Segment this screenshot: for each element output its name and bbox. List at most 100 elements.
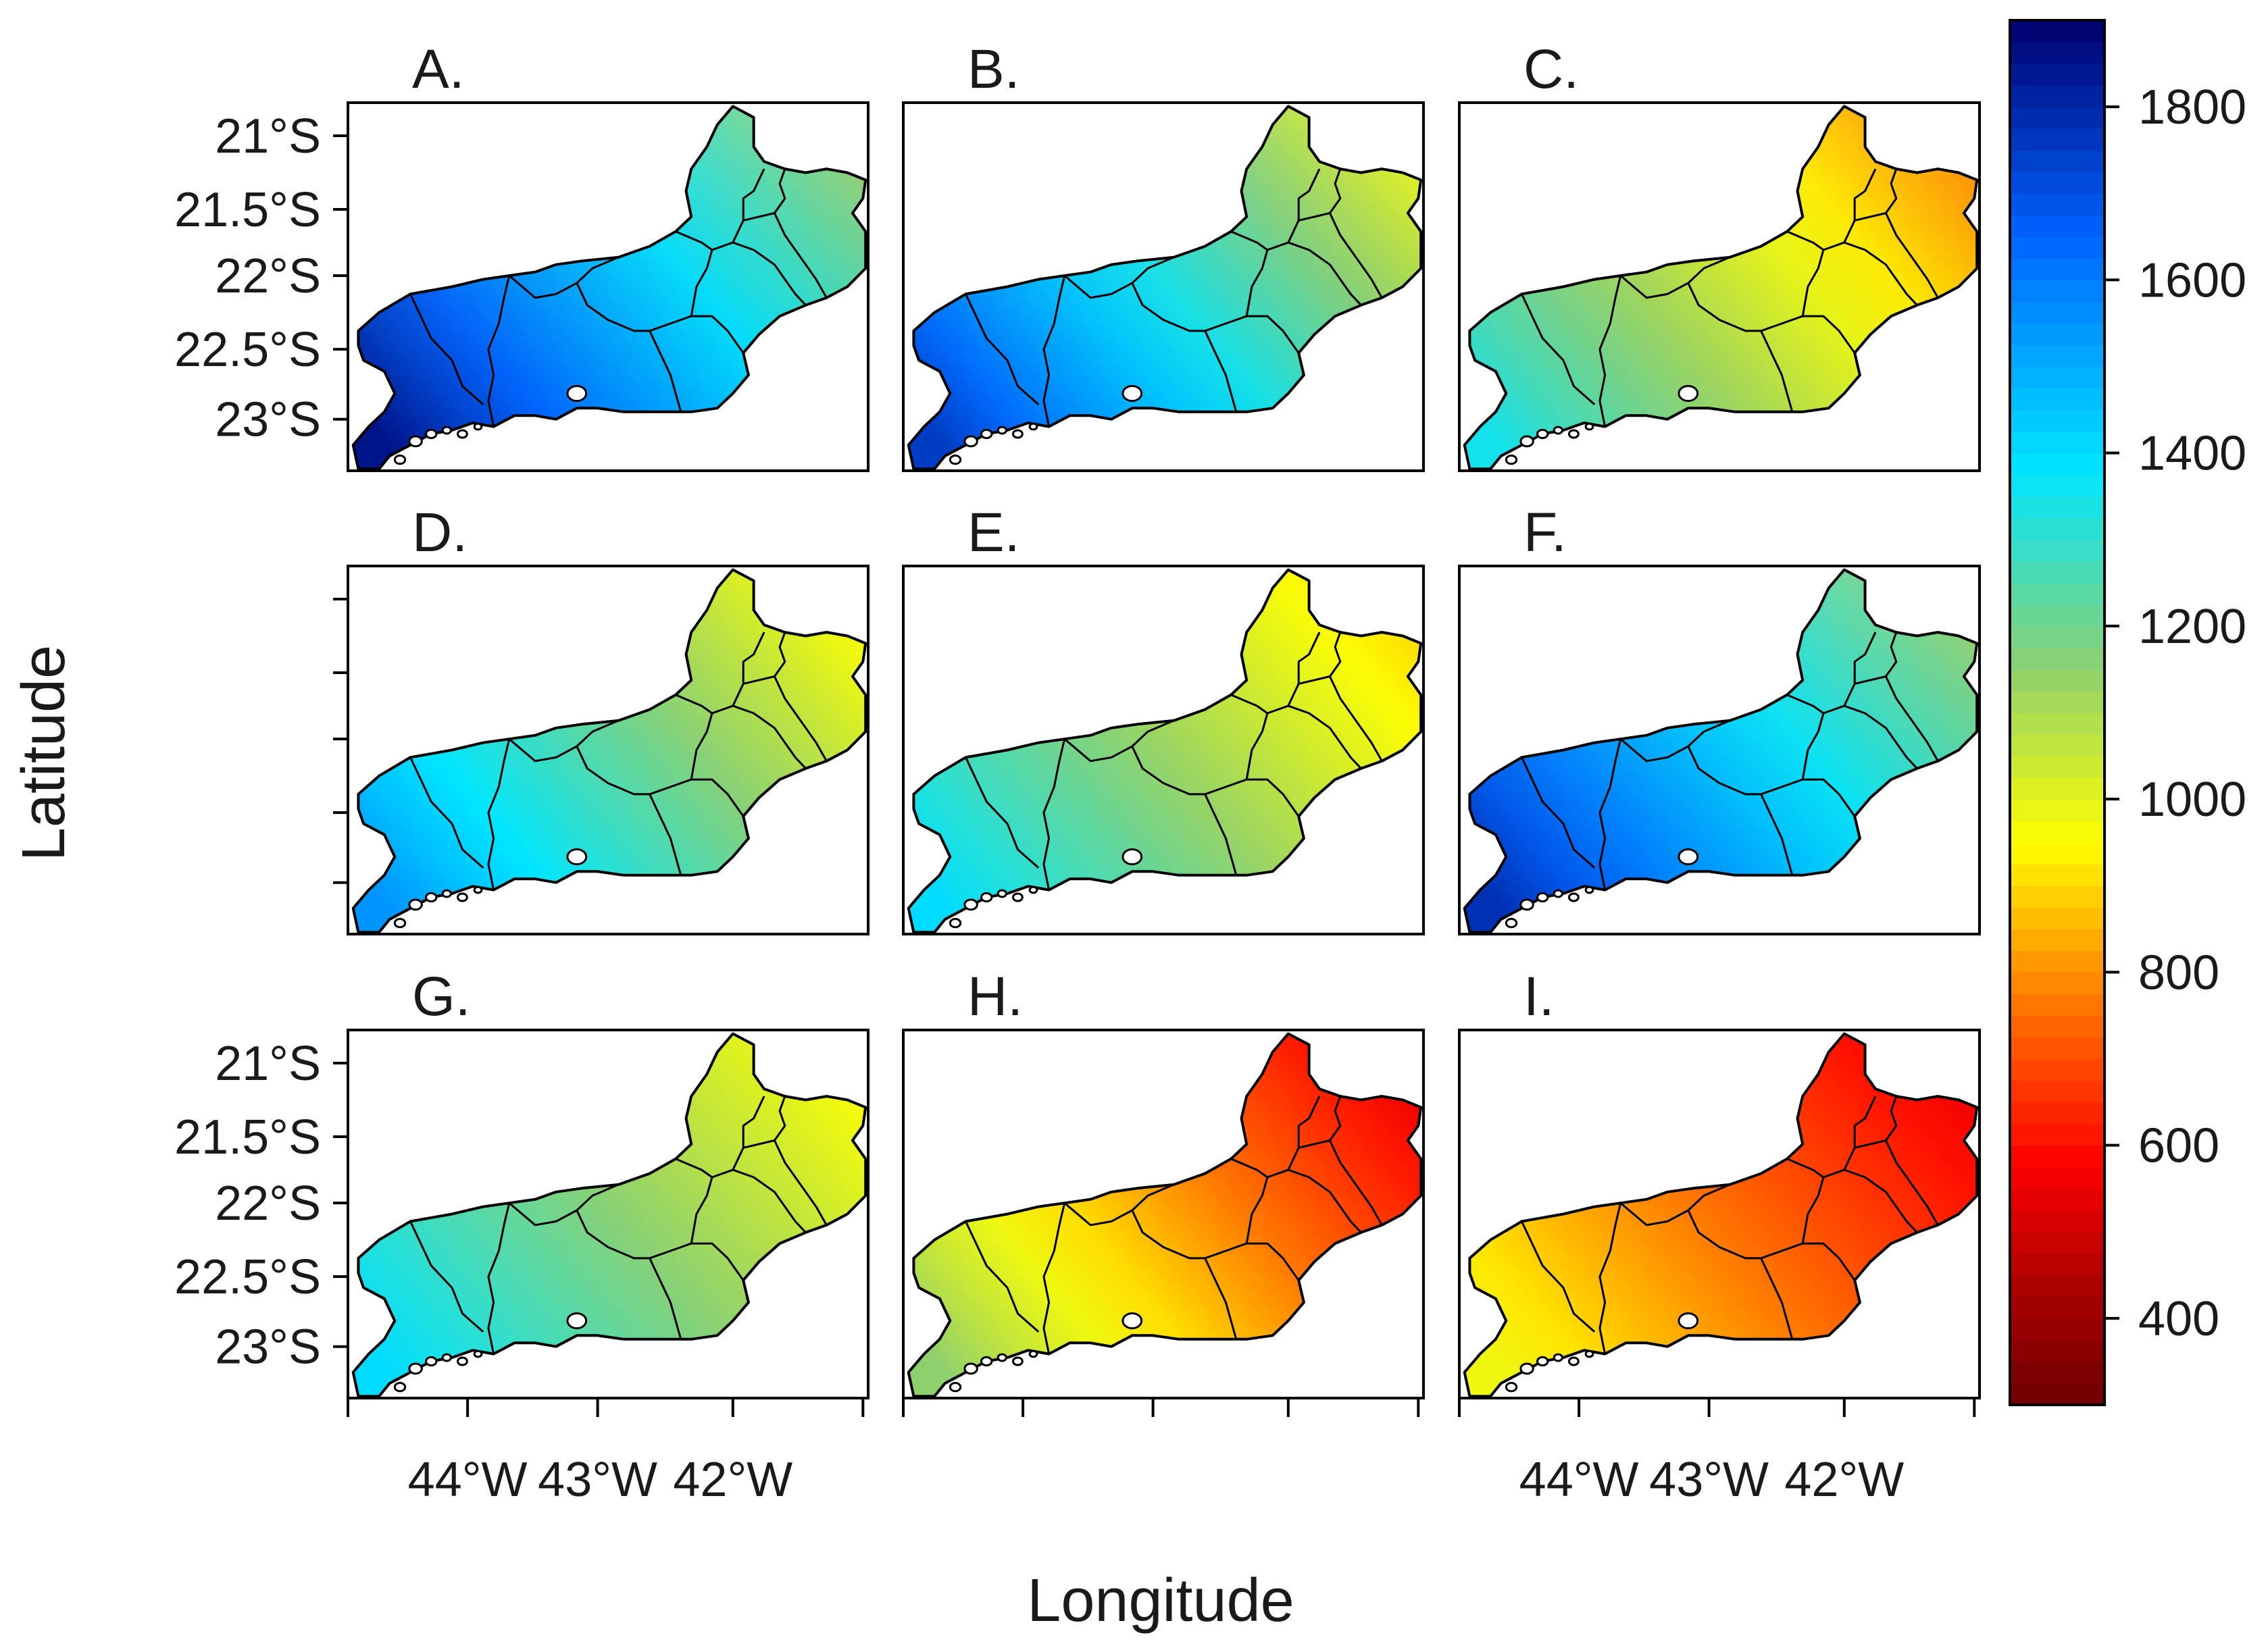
colorbar-band xyxy=(2010,1188,2105,1211)
region-border xyxy=(1308,249,1362,306)
island-mark xyxy=(1028,885,1038,894)
panel-frame xyxy=(1458,1029,1981,1399)
region-border xyxy=(409,756,484,869)
region-border xyxy=(690,1168,755,1244)
colorbar-band xyxy=(2010,799,2105,821)
region-border xyxy=(1687,746,1794,876)
island-mark xyxy=(1519,1362,1534,1375)
region-border xyxy=(1042,1202,1066,1354)
island-mark xyxy=(425,892,438,903)
colorbar-band xyxy=(2010,994,2105,1016)
panel-frame xyxy=(1458,565,1981,935)
lon-tick-label: 44°W xyxy=(1519,1453,1639,1507)
colorbar-band xyxy=(2010,907,2105,930)
island-mark xyxy=(1678,848,1699,866)
colorbar-band xyxy=(2010,63,2105,86)
island-mark xyxy=(408,435,423,448)
colorbar-band xyxy=(2010,258,2105,281)
region-border xyxy=(1063,256,1174,299)
region-border xyxy=(1854,632,1898,685)
panel-label: G. xyxy=(412,966,471,1027)
region-border xyxy=(1761,778,1856,817)
colorbar-band xyxy=(2010,821,2105,843)
colorbar-band xyxy=(2010,1102,2105,1125)
island-mark xyxy=(1519,435,1534,448)
map-panel: B. xyxy=(902,38,1425,472)
colorbar-band xyxy=(2010,85,2105,107)
colorbar-band xyxy=(2010,107,2105,129)
colorbar-band xyxy=(2010,885,2105,908)
island-mark xyxy=(1584,885,1594,894)
region-border xyxy=(1619,1183,1730,1227)
island-mark xyxy=(1536,1356,1549,1367)
island-mark xyxy=(473,1349,483,1358)
colorbar-band xyxy=(2010,842,2105,865)
map-panel: A. 21°S 21.5°S 22°S 22.5°S 23°S xyxy=(174,38,870,472)
region-border xyxy=(1308,1176,1362,1233)
lat-tick-label: 22.5°S xyxy=(174,1250,321,1304)
colorbar-band xyxy=(2010,690,2105,713)
region-border xyxy=(1245,1168,1310,1244)
region-border xyxy=(1761,1242,1856,1281)
colorbar-band xyxy=(2010,669,2105,692)
region-border xyxy=(487,1202,511,1354)
panel-label: B. xyxy=(967,38,1019,100)
region-border xyxy=(508,256,619,299)
region-border xyxy=(409,293,484,406)
island-mark xyxy=(441,426,452,435)
region-border xyxy=(742,1096,786,1149)
region-border xyxy=(1329,675,1383,762)
colorbar-band xyxy=(2010,409,2105,432)
lat-tick-label: 21.5°S xyxy=(174,183,321,237)
region-border xyxy=(965,1220,1040,1333)
colorbar-band xyxy=(2010,625,2105,648)
panel-frame xyxy=(347,1029,870,1399)
colorbar-band xyxy=(2010,301,2105,324)
lat-tick-label: 23°S xyxy=(215,393,321,447)
colorbar-band xyxy=(2010,517,2105,540)
colorbar-band xyxy=(2010,1058,2105,1081)
region-border xyxy=(1786,694,1824,715)
island-mark xyxy=(456,429,468,439)
colorbar-band xyxy=(2010,1339,2105,1362)
island-mark xyxy=(980,428,993,440)
colorbar-band xyxy=(2010,1145,2105,1168)
region-border xyxy=(1854,168,1898,222)
region-border xyxy=(1864,712,1918,769)
region-border xyxy=(1687,282,1794,413)
region-border xyxy=(753,712,807,769)
colorbar-tick-label: 600 xyxy=(2138,1119,2219,1173)
region-border xyxy=(732,632,765,706)
colorbar-tick-label: 1400 xyxy=(2138,427,2246,481)
panel-frame xyxy=(902,101,1425,472)
region-border xyxy=(732,168,765,243)
island-mark xyxy=(997,1353,1007,1362)
colorbar-band xyxy=(2010,1123,2105,1146)
colorbar: 400 600 800 1000 1200 1400 1600 1800 xyxy=(2009,19,2246,1406)
region-border xyxy=(774,212,828,299)
island-mark xyxy=(393,454,407,465)
colorbar-band xyxy=(2010,1274,2105,1297)
colorbar-tick-label: 1200 xyxy=(2138,600,2246,654)
map-panels: A. 21°S 21.5°S 22°S 22.5°S 23°S B. C. D. E. F. G. 21… xyxy=(174,38,1981,1507)
panel-label: F. xyxy=(1523,502,1567,563)
island-mark xyxy=(1553,426,1563,435)
region-border xyxy=(675,230,713,251)
lon-tick-label: 42°W xyxy=(1784,1453,1904,1507)
region-border xyxy=(753,249,807,306)
region-border xyxy=(1308,712,1362,769)
region-border xyxy=(508,1183,619,1227)
panel-label: A. xyxy=(412,38,464,100)
island-mark xyxy=(1553,889,1563,898)
island-mark xyxy=(1028,1349,1038,1358)
region-border xyxy=(1885,1139,1939,1226)
region-border xyxy=(1205,315,1300,354)
lat-tick-label: 22°S xyxy=(215,249,321,303)
region-border xyxy=(1843,168,1877,243)
region-border xyxy=(1885,675,1939,762)
colorbar-band xyxy=(2010,344,2105,367)
colorbar-band xyxy=(2010,864,2105,887)
region-border xyxy=(1205,778,1300,817)
region-border xyxy=(1854,1096,1898,1149)
panel-label: E. xyxy=(967,502,1019,563)
